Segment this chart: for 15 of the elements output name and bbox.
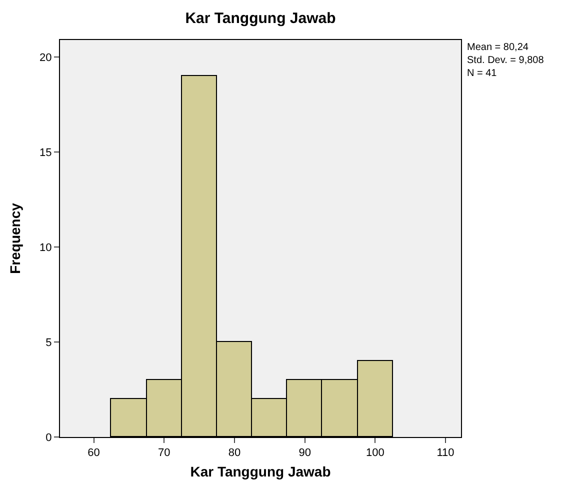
y-axis-title: Frequency [7, 202, 24, 274]
text: Mean = 80,24 Std. Dev. = 9,808 N = 41 [467, 42, 544, 79]
y-tick-label: 15 [40, 146, 52, 159]
x-tick-label: 100 [366, 447, 384, 460]
x-tick-label: 60 [88, 447, 100, 460]
x-axis-title: Kar Tanggung Jawab [190, 464, 331, 480]
chart-title: Kar Tanggung Jawab [185, 10, 336, 27]
y-tick-label: 20 [40, 52, 52, 64]
y-tick-label: 10 [40, 242, 52, 254]
x-tick-label: 80 [228, 447, 241, 460]
x-tick-label: 110 [436, 447, 454, 460]
x-tick-label: 70 [158, 447, 170, 460]
y-tick-label: 5 [46, 336, 52, 349]
x-tick-label: 90 [298, 447, 311, 460]
y-tick-label: 0 [46, 432, 52, 444]
